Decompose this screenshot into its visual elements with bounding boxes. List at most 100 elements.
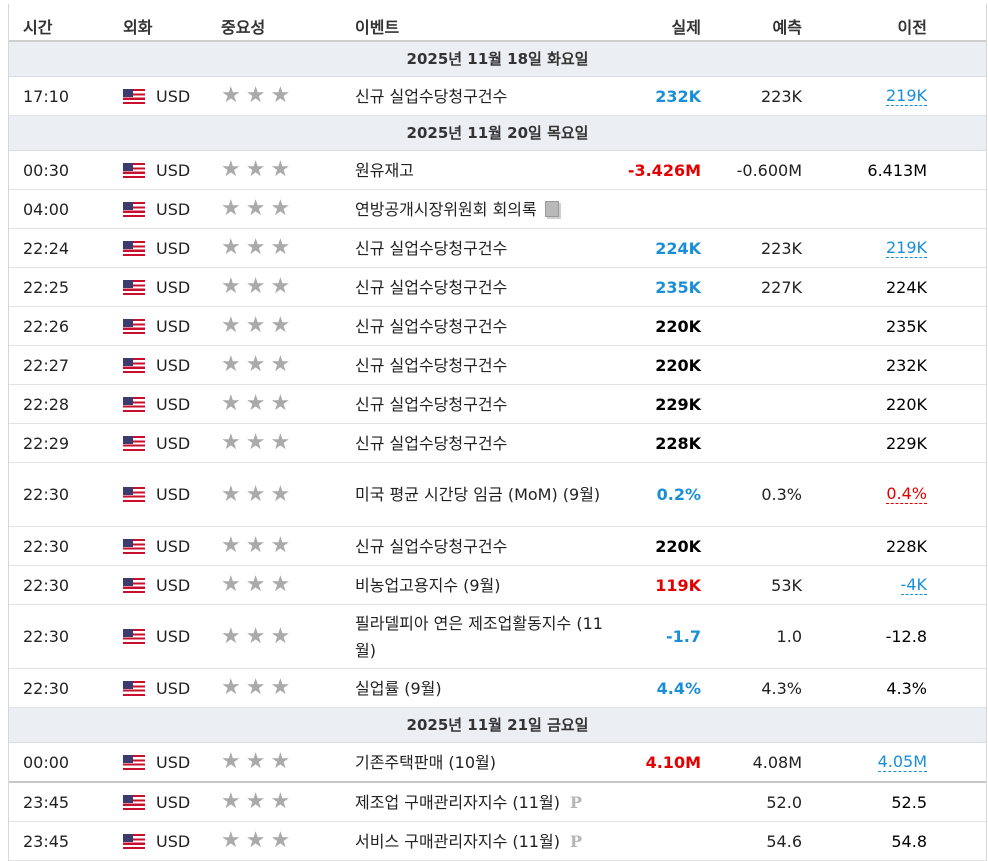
actual-value: -3.426M — [627, 160, 701, 180]
event-row[interactable]: 22:27 USD ★ ★ ★ 신규 실업수당청구건수 220K 232K — [9, 346, 986, 385]
event-name[interactable]: 미국 평균 시간당 임금 (MoM) (9월) — [355, 485, 601, 504]
star-icon: ★ — [221, 430, 241, 455]
previous-cell: 0.4% — [807, 463, 927, 526]
event-name[interactable]: 실업률 (9월) — [355, 678, 442, 698]
event-name[interactable]: 서비스 구매관리자지수 (11월) — [355, 831, 560, 851]
header-actual[interactable]: 실제 — [671, 18, 701, 37]
event-name[interactable]: 필라델피아 연은 제조업활동지수 (11월) — [355, 613, 603, 660]
event-name[interactable]: 비농업고용지수 (9월) — [355, 575, 501, 595]
event-name-cell[interactable]: 기존주택판매 (10월) — [355, 743, 605, 781]
event-time: 22:30 — [23, 485, 70, 504]
importance-rating: ★ ★ ★ — [221, 229, 341, 267]
event-name-cell[interactable]: 신규 실업수당청구건수 — [355, 77, 605, 115]
currency-cell: USD — [123, 151, 219, 189]
header-forecast[interactable]: 예측 — [772, 18, 802, 37]
event-row[interactable]: 22:30 USD ★ ★ ★ 신규 실업수당청구건수 220K 228K — [9, 527, 986, 566]
event-row[interactable]: 00:00 USD ★ ★ ★ 기존주택판매 (10월) 4.10M 4.08M 4.05M — [9, 743, 986, 783]
event-name-cell[interactable]: 신규 실업수당청구건수 — [355, 229, 605, 267]
star-icon: ★ — [245, 274, 266, 299]
star-icon: ★ — [221, 83, 241, 108]
forecast-value — [702, 385, 802, 423]
actual-value: 220K — [655, 316, 701, 336]
event-row[interactable]: 17:10 USD ★ ★ ★ 신규 실업수당청구건수 232K 223K 219K — [9, 77, 986, 116]
event-row[interactable]: 04:00 USD ★ ★ ★ 연방공개시장위원회 회의록 — [9, 190, 986, 229]
previous-cell: 220K — [807, 385, 927, 423]
forecast-value: 54.6 — [766, 831, 802, 851]
star-icon: ★ — [270, 352, 291, 377]
event-name[interactable]: 신규 실업수당청구건수 — [355, 238, 508, 258]
event-name-cell[interactable]: 신규 실업수당청구건수 — [355, 424, 605, 462]
event-row[interactable]: 23:45 USD ★ ★ ★ 서비스 구매관리자지수 (11월) P 54.6 54.8 — [9, 822, 986, 861]
star-icon: ★ — [270, 391, 291, 416]
event-row[interactable]: 22:26 USD ★ ★ ★ 신규 실업수당청구건수 220K 235K — [9, 307, 986, 346]
header-time[interactable]: 시간 — [23, 18, 53, 37]
previous-value[interactable]: 219K — [885, 237, 927, 258]
event-name-cell[interactable]: 필라델피아 연은 제조업활동지수 (11월) — [355, 605, 605, 668]
event-name-cell[interactable]: 비농업고용지수 (9월) — [355, 566, 605, 604]
star-icon: ★ — [221, 828, 241, 853]
event-time: 04:00 — [23, 199, 70, 219]
actual-value: 4.4% — [656, 678, 701, 698]
star-icon: ★ — [245, 675, 266, 700]
event-row[interactable]: 22:30 USD ★ ★ ★ 필라델피아 연은 제조업활동지수 (11월) -1.7 1.0… — [9, 605, 986, 669]
event-name[interactable]: 신규 실업수당청구건수 — [355, 277, 508, 297]
currency-code: USD — [156, 485, 191, 504]
previous-value[interactable]: 4.05M — [877, 751, 927, 772]
event-name-cell[interactable]: 신규 실업수당청구건수 — [355, 527, 605, 565]
event-name[interactable]: 기존주택판매 (10월) — [355, 752, 496, 772]
star-icon: ★ — [245, 828, 266, 853]
event-name-cell[interactable]: 신규 실업수당청구건수 — [355, 268, 605, 306]
event-name[interactable]: 신규 실업수당청구건수 — [355, 394, 508, 414]
event-row[interactable]: 22:28 USD ★ ★ ★ 신규 실업수당청구건수 229K 220K — [9, 385, 986, 424]
event-name-cell[interactable]: 원유재고 — [355, 151, 605, 189]
event-row[interactable]: 22:30 USD ★ ★ ★ 실업률 (9월) 4.4% 4.3% 4.3% — [9, 669, 986, 708]
currency-cell: USD — [123, 190, 219, 228]
event-row[interactable]: 22:30 USD ★ ★ ★ 비농업고용지수 (9월) 119K 53K -4K — [9, 566, 986, 605]
header-previous[interactable]: 이전 — [897, 18, 927, 37]
event-row[interactable]: 22:25 USD ★ ★ ★ 신규 실업수당청구건수 235K 227K 224K — [9, 268, 986, 307]
event-name-cell[interactable]: 실업률 (9월) — [355, 669, 605, 707]
event-name-cell[interactable]: 연방공개시장위원회 회의록 — [355, 190, 605, 228]
event-name[interactable]: 원유재고 — [355, 160, 414, 180]
forecast-value — [702, 346, 802, 384]
event-row[interactable]: 22:30 USD ★ ★ ★ 미국 평균 시간당 임금 (MoM) (9월) 0.2% 0.… — [9, 463, 986, 527]
event-name-cell[interactable]: 신규 실업수당청구건수 — [355, 307, 605, 345]
event-time: 22:27 — [23, 355, 70, 375]
event-name[interactable]: 신규 실업수당청구건수 — [355, 536, 508, 556]
star-icon: ★ — [270, 313, 291, 338]
star-icon: ★ — [245, 481, 266, 507]
event-row[interactable]: 22:29 USD ★ ★ ★ 신규 실업수당청구건수 228K 229K — [9, 424, 986, 463]
event-row[interactable]: 00:30 USD ★ ★ ★ 원유재고 -3.426M -0.600M 6.413M — [9, 151, 986, 190]
previous-value[interactable]: -4K — [900, 574, 927, 595]
event-name[interactable]: 신규 실업수당청구건수 — [355, 316, 508, 336]
event-name[interactable]: 제조업 구매관리자지수 (11월) — [355, 792, 560, 812]
event-name[interactable]: 연방공개시장위원회 회의록 — [355, 199, 537, 219]
event-row[interactable]: 23:45 USD ★ ★ ★ 제조업 구매관리자지수 (11월) P 52.0 52.5 — [9, 783, 986, 822]
event-name-cell[interactable]: 신규 실업수당청구건수 — [355, 346, 605, 384]
event-time: 22:26 — [23, 316, 70, 336]
previous-value: 235K — [885, 316, 927, 336]
star-icon: ★ — [270, 274, 291, 299]
header-currency[interactable]: 외화 — [123, 18, 153, 37]
event-name[interactable]: 신규 실업수당청구건수 — [355, 355, 508, 375]
previous-value[interactable]: 219K — [885, 85, 927, 106]
event-name-cell[interactable]: 미국 평균 시간당 임금 (MoM) (9월) — [355, 463, 605, 526]
previous-cell: 4.3% — [807, 669, 927, 707]
event-name-cell[interactable]: 서비스 구매관리자지수 (11월) P — [355, 822, 605, 860]
previous-value[interactable]: 0.4% — [886, 484, 927, 504]
event-row[interactable]: 22:24 USD ★ ★ ★ 신규 실업수당청구건수 224K 223K 219K — [9, 229, 986, 268]
event-name[interactable]: 신규 실업수당청구건수 — [355, 433, 508, 453]
currency-cell: USD — [123, 307, 219, 345]
document-icon[interactable] — [544, 201, 559, 217]
currency-cell: USD — [123, 783, 219, 821]
event-time: 00:00 — [23, 752, 70, 772]
header-event[interactable]: 이벤트 — [355, 18, 400, 37]
us-flag-icon — [123, 435, 145, 451]
event-name-cell[interactable]: 신규 실업수당청구건수 — [355, 385, 605, 423]
event-name-cell[interactable]: 제조업 구매관리자지수 (11월) P — [355, 783, 605, 821]
actual-value: 232K — [655, 86, 701, 106]
header-importance[interactable]: 중요성 — [221, 18, 266, 37]
star-icon: ★ — [270, 481, 291, 507]
currency-code: USD — [156, 678, 191, 698]
event-name[interactable]: 신규 실업수당청구건수 — [355, 86, 508, 106]
